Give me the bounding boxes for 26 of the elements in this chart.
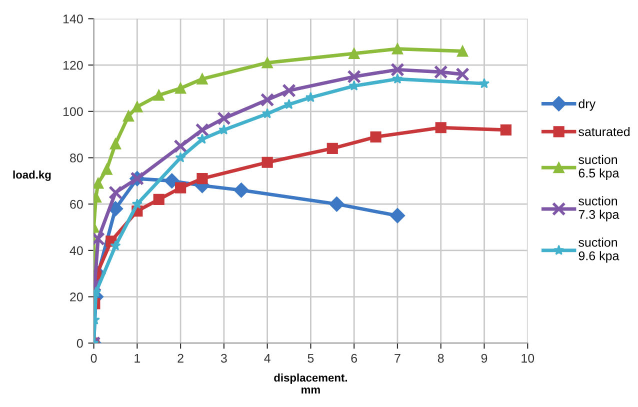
x-axis-title: displacement. mm [274, 374, 347, 394]
x-tick-label: 0 [90, 354, 97, 363]
x-tick-label: 6 [351, 354, 358, 363]
legend-label: suction 6.5 kpa [578, 154, 620, 180]
legend-label: dry [578, 99, 596, 111]
x-tick-label: 1 [134, 354, 140, 363]
legend-label: suction 7.3 kpa [578, 196, 620, 222]
x-tick-label: 3 [220, 354, 227, 363]
x-tick-label: 9 [481, 354, 488, 363]
x-tick-label: 2 [178, 354, 184, 363]
x-tick-label: 7 [394, 354, 400, 363]
y-tick-label: 140 [63, 14, 83, 24]
x-tick-label: 4 [264, 354, 270, 363]
y-tick-label: 0 [76, 338, 83, 348]
x-tick-label: 10 [522, 354, 534, 363]
x-tick-label: 8 [438, 354, 444, 363]
y-tick-label: 40 [70, 246, 83, 256]
y-tick-label: 20 [70, 292, 83, 302]
y-tick-label: 100 [63, 107, 83, 116]
y-tick-label: 120 [63, 60, 83, 70]
legend-label: suction 9.6 kpa [578, 238, 620, 263]
x-tick-label: 5 [308, 354, 314, 363]
y-tick-label: 80 [70, 154, 83, 162]
y-axis-title: load.kg [13, 170, 51, 181]
legend-label: saturated [578, 126, 630, 136]
y-tick-label: 60 [70, 200, 83, 209]
